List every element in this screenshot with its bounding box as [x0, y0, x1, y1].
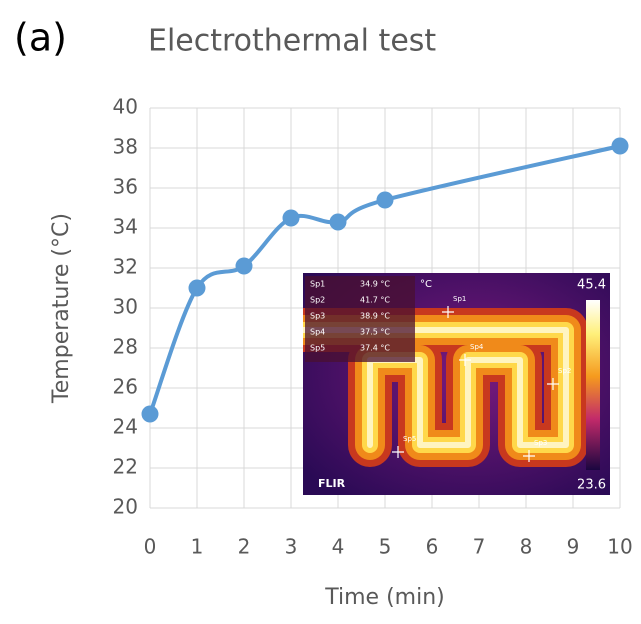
spot-marker	[392, 446, 404, 458]
data-point	[376, 191, 394, 209]
x-tick-label: 10	[607, 535, 632, 559]
y-tick-label: 38	[113, 135, 138, 159]
y-tick-label: 40	[113, 95, 138, 119]
spot-reading: 37.4 °C	[360, 344, 390, 353]
y-tick-label: 20	[113, 495, 138, 519]
scale-max: 45.4	[577, 278, 606, 293]
spot-name: Sp2	[310, 296, 325, 305]
spot-tag: Sp2	[558, 367, 571, 375]
data-point	[235, 257, 253, 275]
chart-title: Electrothermal test	[148, 24, 436, 59]
x-tick-label: 8	[520, 535, 533, 559]
thermal-image: Sp1 34.9 °C Sp2 41.7 °C Sp3 38.9 °C Sp4 37.5 °C…	[303, 273, 610, 495]
spot-reading: 37.5 °C	[360, 328, 390, 337]
spot-name: Sp5	[310, 344, 325, 353]
spot-tag: Sp1	[453, 295, 466, 303]
spot-reading: 34.9 °C	[360, 280, 390, 289]
spot-name: Sp1	[310, 280, 325, 289]
x-tick-label: 0	[144, 535, 157, 559]
unit-label: °C	[420, 279, 432, 290]
y-tick-label: 28	[113, 335, 138, 359]
spot-tag: Sp4	[470, 343, 484, 351]
scale-min: 23.6	[577, 478, 606, 493]
y-tick-label: 32	[113, 255, 138, 279]
spot-reading: 41.7 °C	[360, 296, 390, 305]
y-tick-label: 24	[113, 415, 138, 439]
spot-name: Sp4	[310, 328, 325, 337]
data-point	[141, 405, 159, 423]
spot-marker	[442, 306, 454, 318]
x-tick-label: 1	[191, 535, 204, 559]
x-tick-label: 6	[426, 535, 439, 559]
data-point	[611, 137, 629, 155]
spot-reading: 38.9 °C	[360, 312, 390, 321]
spot-marker	[523, 450, 535, 462]
x-tick-label: 7	[473, 535, 486, 559]
x-tick-label: 2	[238, 535, 251, 559]
y-tick-label: 34	[113, 215, 138, 239]
y-axis-label: Temperature (°C)	[49, 213, 74, 404]
x-axis-label: Time (min)	[324, 585, 445, 610]
spot-tag: Sp3	[534, 439, 547, 447]
y-tick-label: 26	[113, 375, 138, 399]
data-point	[282, 209, 300, 227]
y-tick-label: 36	[113, 175, 138, 199]
plot	[141, 137, 629, 423]
spot-table	[305, 276, 415, 362]
spot-marker	[547, 378, 559, 390]
spot-name: Sp3	[310, 312, 325, 321]
y-tick-label: 22	[113, 455, 138, 479]
spot-marker	[459, 354, 471, 366]
logo: FLIR	[318, 477, 346, 490]
color-scale	[586, 300, 600, 470]
x-tick-label: 5	[379, 535, 392, 559]
x-tick-label: 9	[567, 535, 580, 559]
x-tick-label: 4	[332, 535, 345, 559]
data-point	[329, 213, 347, 231]
x-tick-label: 3	[285, 535, 298, 559]
data-point	[188, 279, 206, 297]
spot-tag: Sp5	[403, 435, 416, 443]
y-tick-label: 30	[113, 295, 138, 319]
panel-label: (a)	[14, 16, 67, 60]
